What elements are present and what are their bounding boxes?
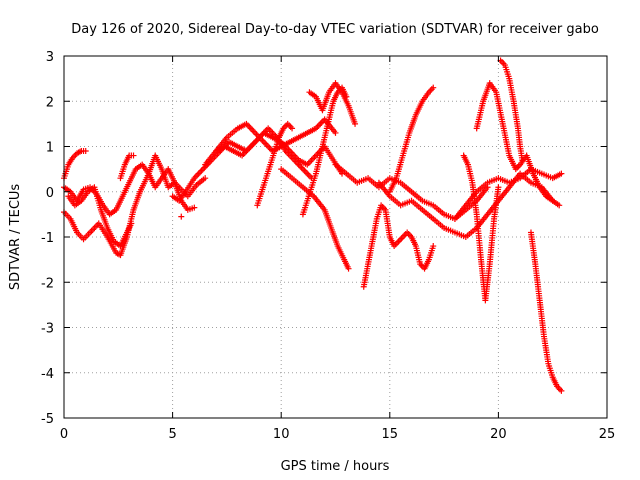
series-arc-9	[254, 120, 296, 209]
series-arc-5	[117, 152, 137, 182]
data-point-marker	[332, 129, 339, 136]
y-tick-label: -4	[41, 367, 54, 382]
series-arc-4	[65, 184, 135, 250]
y-tick-label: -5	[41, 412, 54, 427]
series-arc-14	[360, 202, 437, 290]
series-arc-8	[213, 125, 315, 182]
series-arc-2	[61, 152, 209, 259]
x-tick-label: 25	[599, 427, 616, 442]
data-point-marker	[352, 120, 359, 127]
y-tick-label: 3	[46, 50, 54, 65]
data-point-marker	[345, 265, 352, 272]
data-point-marker	[558, 387, 565, 394]
x-tick-label: 0	[60, 427, 68, 442]
x-tick-label: 5	[168, 427, 176, 442]
x-tick-label: 10	[273, 427, 290, 442]
data-point-marker	[202, 175, 209, 182]
x-tick-labels: 0 5 10 15 20 25	[60, 427, 615, 442]
series-arc-18	[473, 80, 563, 209]
data-point-marker	[128, 220, 135, 227]
data-point-marker	[430, 84, 437, 91]
y-tick-label: 1	[46, 141, 54, 156]
series-arc-19	[497, 57, 526, 164]
y-tick-labels: -5 -4 -3 -2 -1 0 1 2 3	[41, 50, 54, 427]
data-point-marker	[556, 202, 563, 209]
data-point-marker	[430, 243, 437, 250]
data-points	[61, 57, 565, 394]
chart-title: Day 126 of 2020, Sidereal Day-to-day VTE…	[71, 22, 599, 37]
data-point-marker	[178, 213, 185, 220]
data-point-marker	[289, 125, 296, 132]
data-point-marker	[495, 184, 502, 191]
series-arc-21	[451, 166, 565, 222]
y-axis-label: SDTVAR / TECUs	[8, 184, 23, 291]
data-point-marker	[191, 204, 198, 211]
series-arc-11	[306, 80, 359, 127]
x-axis-label: GPS time / hours	[281, 459, 390, 474]
series-stray-point	[178, 213, 185, 220]
x-tick-label: 20	[490, 427, 507, 442]
series-arc-15	[386, 84, 437, 195]
data-point-marker	[130, 152, 137, 159]
series-arc-12	[278, 166, 352, 272]
data-point-marker	[82, 148, 89, 155]
data-point-marker	[519, 157, 526, 164]
y-tick-label: 0	[46, 186, 54, 201]
x-tick-label: 15	[382, 427, 399, 442]
data-point-marker	[558, 170, 565, 177]
axis-ticks	[63, 55, 608, 419]
series-arc-20	[527, 229, 565, 394]
y-tick-label: 2	[46, 95, 54, 110]
y-tick-label: -1	[41, 231, 54, 246]
y-tick-label: -3	[41, 322, 54, 337]
y-tick-label: -2	[41, 276, 54, 291]
